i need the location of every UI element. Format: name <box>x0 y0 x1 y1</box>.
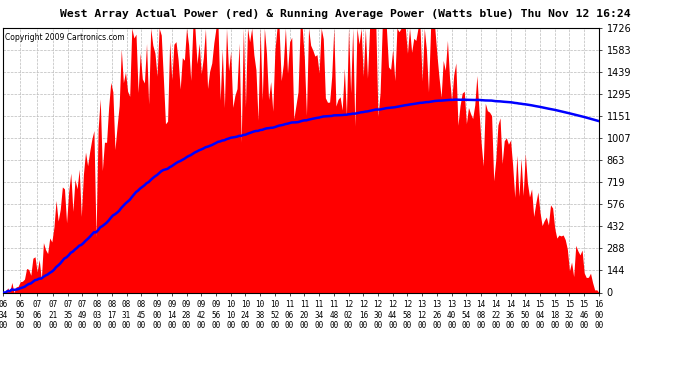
Text: West Array Actual Power (red) & Running Average Power (Watts blue) Thu Nov 12 16: West Array Actual Power (red) & Running … <box>60 9 630 20</box>
Text: Copyright 2009 Cartronics.com: Copyright 2009 Cartronics.com <box>5 33 124 42</box>
